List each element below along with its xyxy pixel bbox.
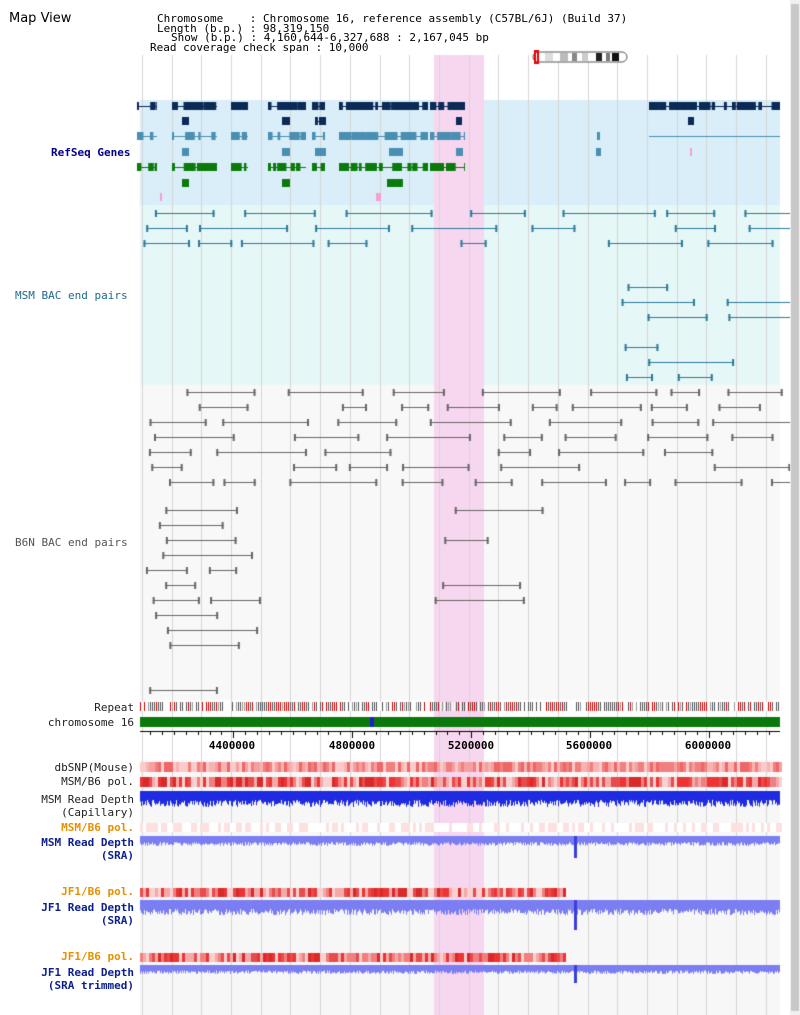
repeat-label: Repeat bbox=[94, 701, 134, 714]
jf1-read-depth-2-label: JF1 Read Depth bbox=[41, 966, 134, 979]
axis-tick-label: 6000000 bbox=[684, 739, 732, 752]
coverage-span-info: Read coverage check span : 10,000 bbox=[150, 41, 369, 54]
msm-read-depth-cap-label: MSM Read Depth bbox=[41, 793, 134, 806]
msm-read-depth-cap-sub: (Capillary) bbox=[61, 806, 134, 819]
jf1-read-depth-2-sub: (SRA trimmed) bbox=[47, 979, 134, 992]
dbsnp-label: dbSNP(Mouse) bbox=[54, 761, 134, 774]
axis-tick-label: 5200000 bbox=[447, 739, 495, 752]
axis-tick-label: 4800000 bbox=[328, 739, 376, 752]
axis-tick-label: 5600000 bbox=[565, 739, 613, 752]
show-range-info: Show (b.p.) : 4,160,644-6,327,688 : 2,16… bbox=[171, 31, 489, 44]
b6n-bac-label[interactable]: B6N BAC end pairs bbox=[15, 536, 128, 549]
msm-read-depth-sra-sub: (SRA) bbox=[100, 849, 134, 862]
msm-bac-label[interactable]: MSM BAC end pairs bbox=[15, 289, 128, 302]
chromosome-label: chromosome 16 bbox=[47, 716, 134, 729]
msm-read-depth-sra-label: MSM Read Depth bbox=[41, 836, 134, 849]
msm-b6-pol-sra-label: MSM/B6 pol. bbox=[61, 821, 134, 834]
map-view-title: Map View bbox=[9, 11, 72, 26]
jf1-read-depth-label: JF1 Read Depth bbox=[41, 901, 134, 914]
refseq-genes-label[interactable]: RefSeq Genes bbox=[51, 146, 131, 159]
chromosome-info: Chromosome : Chromosome 16, reference as… bbox=[157, 12, 628, 25]
jf1-read-depth-sub: (SRA) bbox=[100, 914, 134, 927]
jf1-b6-pol-label: JF1/B6 pol. bbox=[61, 885, 134, 898]
length-info: Length (b.p.) : 98,319,150 bbox=[157, 22, 330, 35]
jf1-b6-pol-2-label: JF1/B6 pol. bbox=[61, 950, 134, 963]
msm-b6-pol-label: MSM/B6 pol. bbox=[61, 775, 134, 788]
axis-tick-label: 4400000 bbox=[208, 739, 256, 752]
